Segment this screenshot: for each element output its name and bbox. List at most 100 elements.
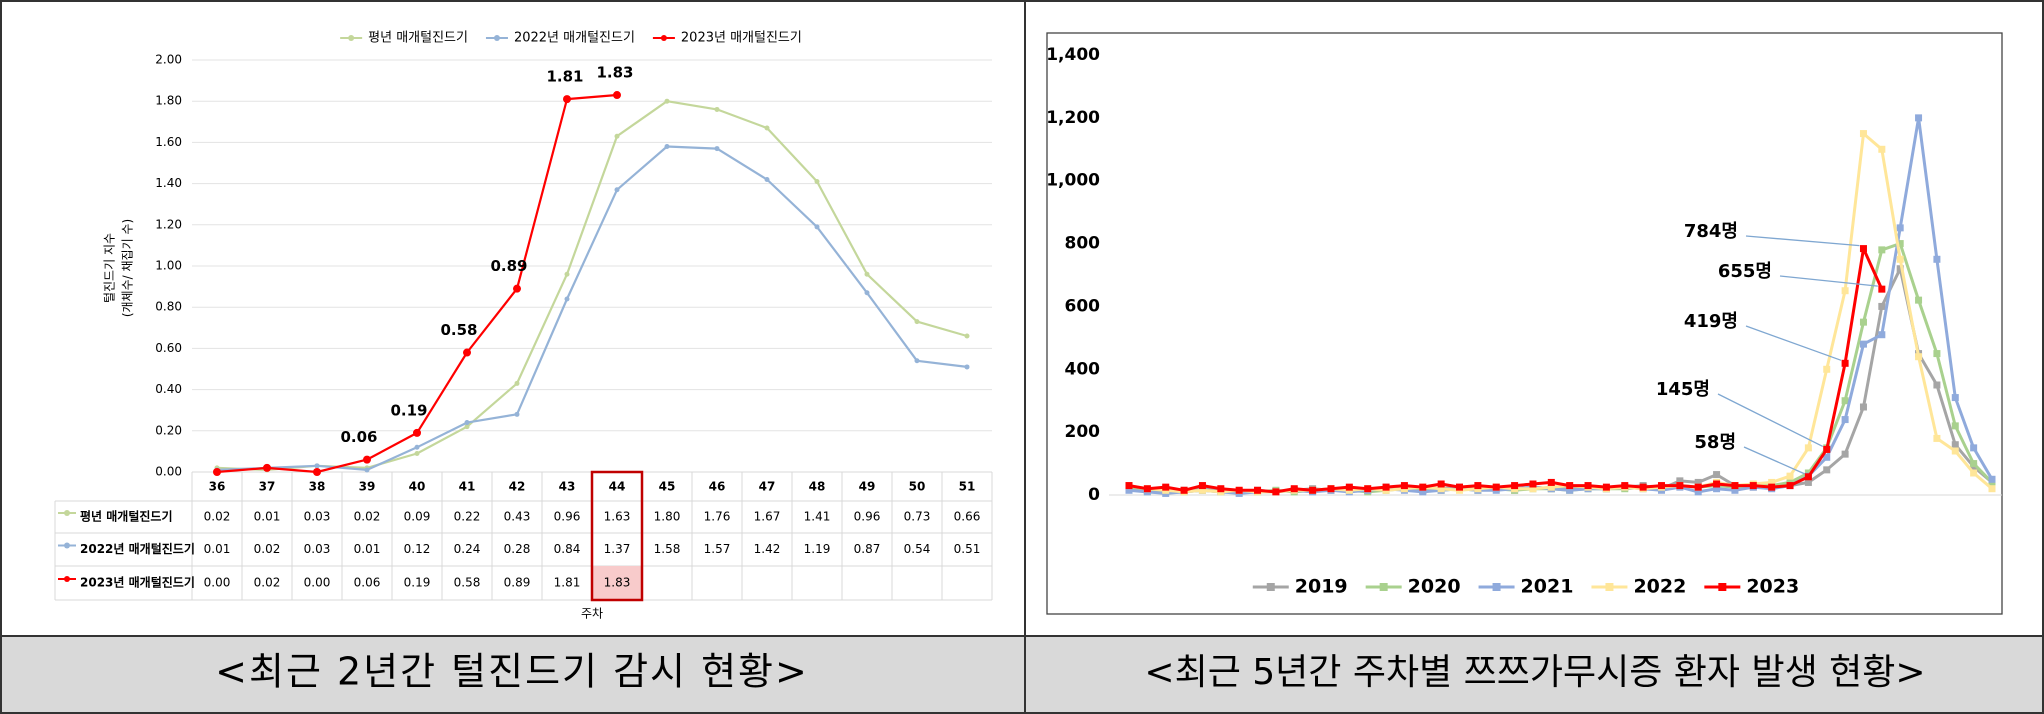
point-marker <box>1896 265 1904 273</box>
point-marker <box>313 468 321 476</box>
y-tick-label: 1.40 <box>155 176 182 190</box>
point-marker <box>814 224 820 230</box>
table-cell: 0.01 <box>204 542 231 556</box>
point-marker <box>1345 483 1353 491</box>
y-tick-label: 400 <box>1065 359 1101 379</box>
point-marker <box>664 98 670 104</box>
point-marker <box>1786 482 1794 490</box>
point-marker <box>1713 471 1721 479</box>
point-marker <box>1419 483 1427 491</box>
point-marker <box>1823 445 1831 453</box>
table-row-header: 2022년 매개털진드기 <box>80 541 195 556</box>
table-cell: 0.19 <box>404 576 431 590</box>
point-marker <box>1951 447 1959 455</box>
legend-label: 2019 <box>1295 576 1348 598</box>
x-tick-label: 42 <box>509 480 526 494</box>
point-marker <box>1951 422 1959 430</box>
point-marker <box>614 187 620 193</box>
series-line <box>216 145 968 471</box>
point-marker <box>1896 255 1904 263</box>
point-marker <box>1841 450 1849 458</box>
point-marker <box>1859 245 1867 253</box>
table-cell: 0.00 <box>304 576 331 590</box>
y-tick-label: 200 <box>1065 422 1101 442</box>
point-marker <box>1657 482 1665 490</box>
point-marker <box>1217 485 1225 493</box>
point-marker <box>1933 350 1941 358</box>
point-marker <box>514 411 520 417</box>
y-tick-label: 1.20 <box>155 217 182 231</box>
point-marker <box>1327 485 1335 493</box>
point-marker <box>413 428 421 437</box>
point-marker <box>1584 482 1592 490</box>
point-marker <box>464 420 470 426</box>
table-cell: 0.96 <box>554 510 581 524</box>
point-marker <box>1878 246 1886 254</box>
x-axis-label: 주차 <box>581 607 603 621</box>
legend-label: 2022 <box>1633 576 1686 598</box>
point-marker <box>1731 486 1739 494</box>
x-tick-label: 36 <box>209 480 226 494</box>
legend-marker <box>493 35 500 41</box>
x-tick-label: 39 <box>359 480 376 494</box>
table-cell: 1.57 <box>704 542 731 556</box>
table-cell: 0.66 <box>954 510 981 524</box>
point-marker <box>563 95 571 104</box>
point-marker <box>1621 482 1629 490</box>
table-cell: 0.09 <box>404 510 431 524</box>
point-marker <box>1456 483 1464 491</box>
legend-marker <box>660 35 667 41</box>
table-legend-marker <box>64 510 70 516</box>
table-cell: 0.87 <box>854 542 881 556</box>
table-cell: 1.83 <box>604 576 631 590</box>
y-axis-label: (개체수/ 채집기 수) <box>121 219 135 317</box>
point-marker <box>1915 296 1923 304</box>
point-marker <box>814 179 820 185</box>
x-tick-label: 46 <box>709 480 726 494</box>
point-marker <box>1694 483 1702 491</box>
table-cell: 0.54 <box>904 542 931 556</box>
point-marker <box>1859 130 1867 138</box>
data-label: 0.06 <box>340 428 377 446</box>
annotation: 419명 <box>1684 311 1738 332</box>
point-marker <box>314 463 320 469</box>
point-marker <box>1804 444 1812 452</box>
point-marker <box>864 271 870 277</box>
point-marker <box>1198 486 1206 494</box>
y-tick-label: 0.20 <box>155 423 182 437</box>
table-cell: 0.22 <box>454 510 481 524</box>
point-marker <box>1951 441 1959 449</box>
x-tick-label: 44 <box>609 480 626 494</box>
point-marker <box>1823 453 1831 461</box>
table-cell: 0.89 <box>504 576 531 590</box>
y-tick-label: 600 <box>1065 296 1101 316</box>
table-cell: 0.01 <box>354 542 381 556</box>
data-label: 1.83 <box>596 64 633 82</box>
x-tick-label: 41 <box>459 480 476 494</box>
point-marker <box>1676 477 1684 485</box>
data-label: 0.89 <box>490 257 527 275</box>
point-marker <box>1859 340 1867 348</box>
point-marker <box>1364 485 1372 493</box>
point-marker <box>1694 488 1702 496</box>
y-axis-label: 털진드기 지수 <box>103 233 117 303</box>
highlight-cell <box>592 566 642 600</box>
point-marker <box>964 364 970 370</box>
annotation: 58명 <box>1694 432 1736 453</box>
point-marker <box>1933 255 1941 263</box>
annotation-leader <box>1745 235 1860 247</box>
y-tick-label: 0.40 <box>155 382 182 396</box>
point-marker <box>764 125 770 131</box>
point-marker <box>1290 485 1298 493</box>
table-cell: 1.19 <box>804 542 831 556</box>
highlight-box <box>590 470 644 602</box>
legend-marker <box>1718 583 1727 591</box>
y-tick-label: 2.00 <box>155 53 182 67</box>
table-cell: 0.96 <box>854 510 881 524</box>
annotation-leader <box>1743 446 1805 475</box>
point-marker <box>1382 483 1390 491</box>
legend-label: 2022년 매개털진드기 <box>514 31 635 46</box>
point-marker <box>1602 483 1610 491</box>
